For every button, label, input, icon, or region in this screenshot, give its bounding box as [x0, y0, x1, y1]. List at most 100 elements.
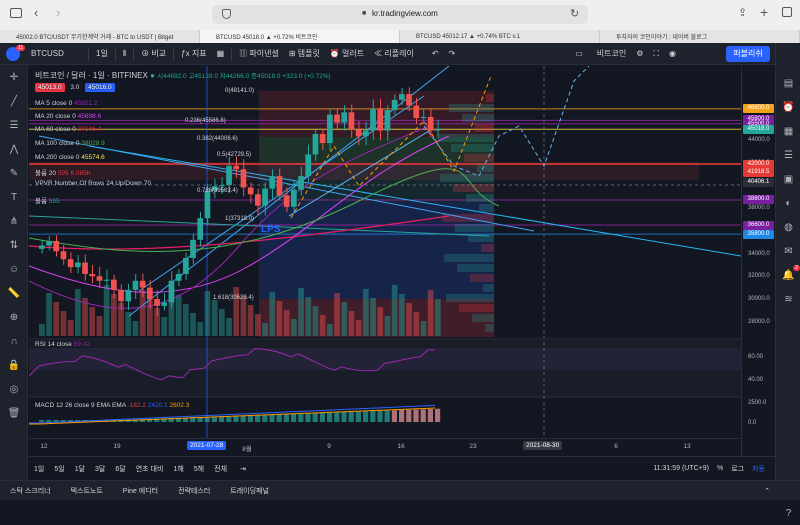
- volume-profile-bar: [479, 204, 494, 212]
- text-icon[interactable]: T: [10, 191, 18, 203]
- browser-tab[interactable]: 투자자의 코인이야기 : 네이버 블로그: [600, 30, 800, 43]
- indicator-legend[interactable]: MA 100 close 0 38028.9: [35, 140, 105, 147]
- indicators-button[interactable]: ƒx 지표: [181, 49, 207, 58]
- notifications-icon[interactable]: 🔔 2: [782, 265, 800, 281]
- chats-icon[interactable]: ✉: [784, 245, 793, 257]
- financials-button[interactable]: ▥ 파이낸셜: [239, 49, 279, 58]
- chart-pane[interactable]: 비트코인 / 달러 · 1일 · BITFINEX ● 시44692.0 고45…: [29, 66, 741, 438]
- range-button[interactable]: 5해: [193, 465, 205, 473]
- alerts-icon[interactable]: ⏰: [782, 101, 795, 113]
- range-button[interactable]: 1일: [34, 465, 45, 473]
- redo-icon[interactable]: ↷: [448, 49, 456, 58]
- percent-toggle[interactable]: %: [716, 465, 724, 472]
- range-button[interactable]: 5일: [54, 465, 65, 473]
- publish-button[interactable]: 퍼블리쉬: [726, 46, 770, 62]
- hotlist-icon[interactable]: ≋: [784, 293, 793, 305]
- pattern-icon[interactable]: ⋀: [9, 143, 19, 155]
- replay-button[interactable]: ≪ 리플레이: [374, 49, 414, 58]
- calendar-icon[interactable]: ▣: [783, 173, 794, 185]
- range-button[interactable]: 연초 대비: [135, 465, 164, 473]
- lock-drawing-icon[interactable]: 🔒: [7, 359, 21, 371]
- browser-tab[interactable]: 45002.0 BTC/USDT 무기한계약 거래 - BTC to USDT …: [0, 30, 200, 43]
- time-tick-label: 13: [683, 443, 691, 450]
- projection-icon[interactable]: ⇅: [9, 239, 19, 251]
- eye-icon[interactable]: ◎: [9, 383, 19, 395]
- brush-icon[interactable]: ✎: [9, 167, 19, 179]
- forward-icon[interactable]: ›: [56, 5, 61, 20]
- range-button[interactable]: 1달: [74, 465, 86, 473]
- trash-icon[interactable]: 🗑: [7, 407, 21, 419]
- volume-bar: [204, 291, 211, 336]
- emoji-icon[interactable]: ☺: [8, 263, 20, 275]
- auto-toggle[interactable]: 자동: [752, 465, 765, 473]
- crosshair-icon[interactable]: ✛: [9, 71, 19, 83]
- news-icon[interactable]: ☰: [784, 149, 793, 161]
- streams-icon[interactable]: ◍: [784, 221, 793, 233]
- indicator-legend[interactable]: MA 20 close 0 45698.6: [35, 113, 101, 120]
- right-panel: ▤ ⏰ ▦ ☰ ▣ ◐ ◍ ✉ 🔔 2 ≋ ?: [775, 43, 800, 519]
- reload-icon[interactable]: ↻: [570, 8, 580, 20]
- indicator-legend[interactable]: MA 200 close 0 45574.6: [35, 154, 105, 161]
- bottom-panel-tab[interactable]: 스탁 스크리너: [10, 487, 51, 495]
- zoom-icon[interactable]: ⊕: [9, 311, 19, 323]
- symbol-search[interactable]: BTCUSD: [31, 49, 64, 58]
- goto-date-icon[interactable]: ⇥: [240, 465, 246, 473]
- trendline-icon[interactable]: ╱: [10, 95, 18, 107]
- tab-overview-icon[interactable]: [782, 7, 792, 17]
- indicator-legend[interactable]: 볼륨 595: [35, 195, 60, 205]
- time-axis[interactable]: 12 19 8월 9 16 23 6 13 2021-07-28 2021-08-30: [29, 438, 741, 456]
- interval-button[interactable]: 1일: [96, 49, 108, 58]
- new-tab-icon[interactable]: +: [760, 4, 769, 20]
- browser-tab[interactable]: BTCUSD 45012.17 ▲ +0.74% BTC v.1: [400, 30, 600, 43]
- indicator-legend[interactable]: VPVR Number Of Rows 24 Up/Down 70: [35, 180, 151, 187]
- ruler-icon[interactable]: 📏: [7, 287, 21, 299]
- candle-style-icon[interactable]: ⫴: [122, 48, 127, 58]
- share-icon[interactable]: ⇪: [738, 7, 748, 19]
- volume-bar: [377, 307, 384, 336]
- magnet-icon[interactable]: ∩: [10, 335, 18, 347]
- fullscreen-icon[interactable]: ⛶: [653, 48, 660, 58]
- sidebar-icon[interactable]: [10, 8, 22, 18]
- indicator-legend[interactable]: MA 5 close 0 45951.2: [35, 100, 98, 107]
- buy-button[interactable]: 45016.0: [85, 83, 115, 92]
- settings-icon[interactable]: ⚙: [636, 49, 644, 58]
- horizontal-lines-icon[interactable]: ☰: [9, 119, 19, 131]
- bottom-panel-tab[interactable]: 텍스트노트: [70, 487, 103, 495]
- range-button[interactable]: 3달: [95, 465, 106, 473]
- compare-label: 비교: [151, 49, 167, 58]
- data-window-icon[interactable]: ▦: [783, 125, 794, 137]
- range-button[interactable]: 1해: [173, 465, 184, 473]
- compare-button[interactable]: ⊕ 비교: [141, 49, 167, 58]
- templates-button[interactable]: ⊞ 템플릿: [288, 49, 320, 58]
- ideas-icon[interactable]: ◐: [785, 197, 792, 209]
- alert-button[interactable]: ⏰ 얼러트: [329, 49, 365, 58]
- macd-histogram-bar: [406, 409, 412, 422]
- range-button[interactable]: 전체: [214, 465, 228, 473]
- log-toggle[interactable]: 로그: [731, 465, 745, 473]
- sell-button[interactable]: 45013.0: [35, 83, 65, 92]
- pattern-tool-icon[interactable]: ⋔: [9, 215, 19, 227]
- snapshot-icon[interactable]: ◉: [669, 49, 676, 58]
- indicator-legend[interactable]: 볼륨 20 595 6.085K: [35, 167, 91, 177]
- range-button[interactable]: 6달: [115, 465, 126, 473]
- macd-histogram-bar: [96, 420, 102, 422]
- bottom-panel-tab[interactable]: Pine 에디터: [122, 487, 159, 495]
- undo-icon[interactable]: ↶: [431, 49, 439, 58]
- macd-histogram-bar: [39, 420, 45, 422]
- collapse-icon[interactable]: ⌃: [764, 487, 770, 495]
- layout-icon[interactable]: ▭: [575, 49, 583, 58]
- back-icon[interactable]: ‹: [34, 5, 39, 20]
- macd-histogram-bar: [211, 416, 217, 422]
- chart-canvas[interactable]: [29, 66, 741, 438]
- price-axis[interactable]: 44000.042000.040000.038000.036000.034000…: [741, 66, 775, 456]
- browser-tab-active[interactable]: BTCUSD 45018.0 ▲ +0.72% 비트코인: [200, 30, 400, 43]
- templates-icon[interactable]: ▦: [216, 49, 225, 58]
- watchlist-icon[interactable]: ▤: [783, 77, 794, 89]
- address-bar[interactable]: ■ kr.tradingview.com ↻: [212, 5, 588, 24]
- time-tick-label: 16: [397, 443, 405, 450]
- indicator-legend[interactable]: MA 60 close 0 37146.4: [35, 126, 101, 133]
- right-symbol-button[interactable]: 비트코인: [596, 49, 627, 58]
- bottom-panel-tab[interactable]: 트레이딩패널: [230, 487, 269, 495]
- bottom-panel-tab[interactable]: 전략테스터: [178, 487, 211, 495]
- help-icon[interactable]: ?: [785, 507, 792, 519]
